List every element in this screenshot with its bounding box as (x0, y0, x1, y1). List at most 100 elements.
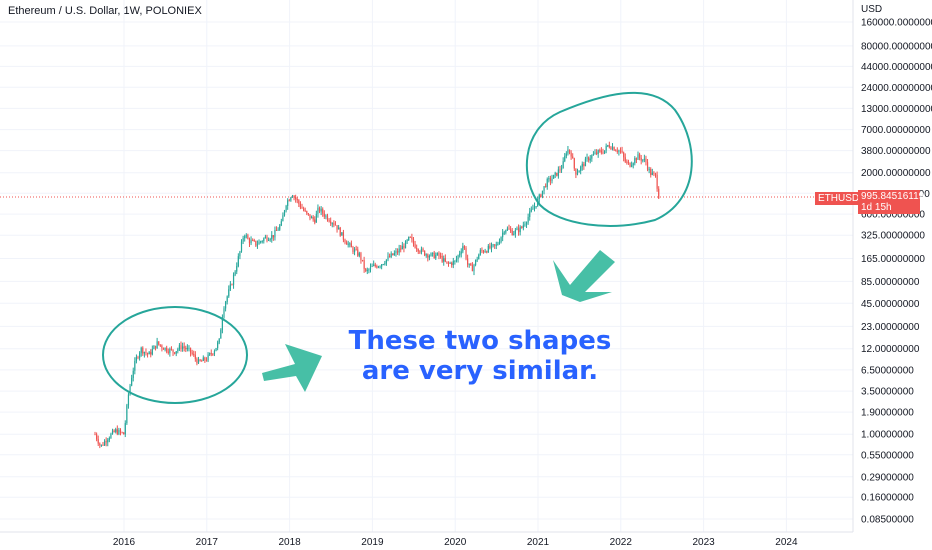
candle-body (516, 228, 518, 230)
candle-body (409, 236, 411, 238)
candle-body (545, 186, 547, 188)
candle-body (396, 251, 399, 253)
candle-body (167, 351, 169, 353)
y-tick-label: 160000.00000000 (861, 18, 932, 29)
candle-body (318, 207, 321, 212)
down-left-arrow-annotation (553, 250, 615, 302)
candle-body (256, 244, 259, 246)
candle-body (346, 242, 348, 245)
candle-body (210, 353, 212, 355)
candle-body (631, 165, 633, 167)
candle-body (478, 254, 480, 260)
candle-body (140, 347, 142, 353)
candle-body (175, 351, 177, 354)
candle-body (250, 240, 252, 244)
candle-body (584, 158, 587, 167)
candle-body (326, 215, 329, 221)
candle-body (288, 200, 290, 202)
candle-body (131, 377, 133, 386)
candle-body (207, 354, 209, 361)
candle-body (627, 161, 630, 163)
candle-body (315, 213, 317, 223)
candle-body (479, 250, 481, 255)
candle-body (495, 244, 497, 246)
candle-body (586, 157, 588, 159)
candle-body (632, 163, 634, 166)
candle-body (527, 216, 529, 223)
candle-body (344, 239, 346, 243)
candle-body (624, 157, 626, 162)
candle-body (350, 243, 352, 248)
candle-body (510, 229, 512, 231)
candle-body (240, 241, 243, 252)
candle-body (398, 248, 400, 253)
candle-body (323, 213, 325, 217)
candle-body (271, 235, 273, 240)
x-tick-label: 2018 (278, 537, 301, 548)
candlestick-series (94, 141, 660, 449)
candle-body (272, 235, 274, 238)
candle-body (312, 216, 314, 220)
candle-body (634, 158, 636, 164)
last-price-value: 995.84516119 (861, 191, 925, 202)
candle-body (339, 227, 341, 236)
candle-body (220, 329, 222, 339)
candle-body (331, 223, 333, 225)
candle-body (226, 296, 228, 302)
candle-body (473, 264, 475, 272)
candle-body (263, 238, 265, 242)
candle-body (279, 225, 281, 230)
candle-body (530, 209, 532, 212)
y-tick-label: 23.00000000 (861, 322, 920, 333)
candle-body (613, 147, 615, 151)
candle-body (180, 345, 182, 349)
candle-body (618, 150, 620, 152)
candle-body (444, 258, 446, 262)
candle-body (330, 221, 332, 224)
price-axis[interactable]: 160000.00000000 80000.00000000 44000.00000… (861, 18, 932, 526)
time-axis[interactable]: 2016 2017 2018 2019 2020 2021 2022 2023 2024 (113, 537, 798, 548)
candle-body (449, 262, 451, 264)
candle-body (400, 248, 402, 250)
candle-body (658, 188, 660, 199)
candle-body (135, 357, 138, 362)
candle-body (645, 158, 647, 163)
candle-body (522, 225, 524, 228)
candle-body (129, 385, 131, 395)
y-tick-label: 6.50000000 (861, 365, 914, 376)
candle-body (124, 423, 126, 435)
candle-body (310, 216, 313, 219)
candle-body (468, 263, 470, 265)
candle-body (224, 301, 227, 309)
candle-body (205, 360, 208, 362)
candle-body (519, 226, 521, 233)
x-tick-label: 2016 (113, 537, 136, 548)
y-tick-label: 45.00000000 (861, 299, 920, 310)
x-tick-label: 2023 (692, 537, 715, 548)
candle-body (194, 354, 196, 359)
candle-body (132, 370, 134, 378)
candle-body (546, 178, 548, 187)
candle-body (514, 229, 516, 234)
candle-body (416, 247, 418, 250)
chart-title: Ethereum / U.S. Dollar, 1W, POLONIEX (8, 5, 202, 17)
y-tick-label: 13000.00000000 (861, 104, 932, 115)
candle-body (451, 262, 453, 266)
x-tick-label: 2022 (610, 537, 633, 548)
candle-body (503, 232, 505, 234)
candle-body (280, 221, 282, 226)
candle-body (221, 317, 224, 330)
candle-body (355, 249, 357, 251)
candle-body (153, 345, 155, 350)
candle-body (242, 238, 244, 242)
candle-body (653, 172, 655, 174)
candle-body (360, 253, 362, 260)
candle-body (411, 237, 413, 240)
candle-body (304, 210, 306, 212)
candle-body (290, 197, 292, 201)
candle-body (417, 249, 419, 252)
candle-body (201, 360, 203, 362)
candle-body (156, 341, 158, 349)
candle-body (151, 349, 153, 355)
candle-body (436, 252, 438, 256)
